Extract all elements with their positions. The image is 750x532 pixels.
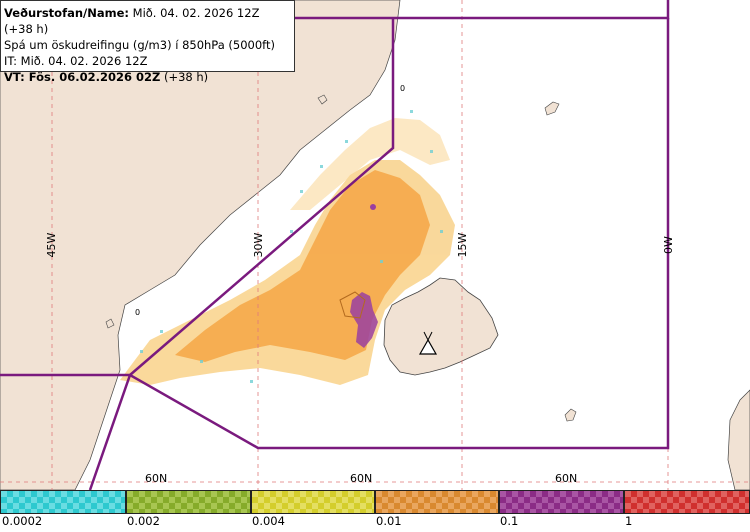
agency-label: Veðurstofan/Name: — [4, 6, 129, 20]
island — [544, 101, 560, 116]
contour-label: 0 — [135, 308, 140, 317]
product-description: Spá um öskudreifingu (g/m3) í 850hPa (50… — [4, 38, 276, 52]
legend-label-2: 0.004 — [252, 514, 285, 528]
legend-label-5: 1 — [625, 514, 633, 528]
title-line: Veðurstofan/Name: Mið. 04. 02. 2026 12Z … — [4, 5, 291, 37]
valid-time: VT: Fös. 06.02.2026 02Z — [4, 70, 161, 84]
legend-swatch-1 — [126, 490, 251, 514]
meridian-label-15w: 15W — [456, 232, 469, 257]
coastal-island — [105, 318, 115, 329]
meridian-label-0w: 0W — [662, 236, 675, 254]
ash-dispersion-map: 45W 30W 15W 0W 60N 60N 60N 0 0 — [0, 0, 750, 490]
volcano-triangle-icon — [418, 331, 438, 355]
ash-plume-high — [339, 204, 378, 348]
valid-time-line: VT: Fös. 06.02.2026 02Z (+38 h) — [4, 69, 291, 85]
legend-label-4: 0.1 — [500, 514, 519, 528]
parallel-label-60n: 60N — [350, 472, 372, 485]
concentration-legend: 0.0002 0.002 0.004 0.01 0.1 1 — [0, 490, 750, 532]
fir-boundary — [0, 0, 670, 490]
legend-swatch-0 — [0, 490, 126, 514]
scandinavia-coast — [727, 389, 750, 490]
iceland-landmass — [383, 277, 499, 376]
greenland-landmass — [0, 0, 401, 490]
run-time: Mið. 04. 02. 2026 12Z (+38 h) — [4, 6, 260, 36]
lead-time: (+38 h) — [160, 70, 209, 84]
meridian-label-45w: 45W — [45, 232, 58, 257]
legend-swatch-2 — [251, 490, 375, 514]
legend-swatch-3 — [375, 490, 499, 514]
forecast-info-box: Veðurstofan/Name: Mið. 04. 02. 2026 12Z … — [0, 0, 295, 84]
parallel-label-60n: 60N — [145, 472, 167, 485]
ash-speckles — [140, 110, 443, 383]
contour-label: 0 — [400, 84, 405, 93]
island — [564, 408, 577, 422]
legend-swatch-5 — [624, 490, 750, 514]
legend-label-1: 0.002 — [127, 514, 160, 528]
legend-label-3: 0.01 — [376, 514, 402, 528]
legend-label-0: 0.0002 — [2, 514, 43, 528]
parallel-label-60n: 60N — [555, 472, 577, 485]
meridian-label-30w: 30W — [252, 232, 265, 257]
initial-time: IT: Mið. 04. 02. 2026 12Z — [4, 54, 148, 68]
coastal-island — [317, 94, 328, 105]
legend-swatch-4 — [499, 490, 624, 514]
